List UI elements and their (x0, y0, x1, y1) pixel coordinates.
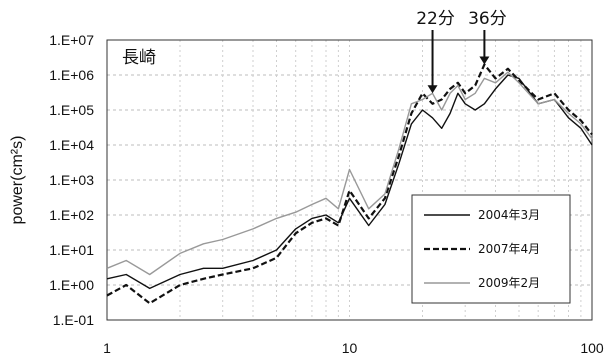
y-tick-label: 1.E+05 (49, 102, 94, 118)
chart-title: 長崎 (122, 48, 156, 68)
annotation-arrowhead (427, 85, 438, 94)
annotation-label: 36分 (468, 9, 507, 29)
series-layer (106, 63, 593, 305)
y-tick-label: 1.E+00 (49, 277, 94, 293)
annotations: 22分 36分 (416, 9, 507, 94)
y-tick-label: 1.E+03 (49, 172, 94, 188)
x-tick-label: 1 (103, 340, 111, 356)
y-tick-labels: 1.E-01 1.E+00 1.E+01 1.E+02 1.E+03 1.E+04 1.E+… (49, 32, 94, 328)
x-tick-label: 10 (342, 340, 358, 356)
y-tick-label: 1.E+06 (49, 67, 94, 83)
y-tick-label: 1.E+07 (49, 32, 94, 48)
y-axis-label: power(cm²s) (9, 136, 26, 225)
legend: 2004年3月 2007年4月 2009年2月 (411, 194, 571, 304)
x-tick-labels: 1 10 100 (103, 340, 604, 356)
legend-label: 2009年2月 (478, 276, 540, 290)
legend-label: 2007年4月 (478, 242, 540, 256)
y-tick-label: 1.E-01 (53, 312, 94, 328)
annotation-label: 22分 (416, 9, 455, 29)
series-line (106, 63, 593, 305)
series-line (106, 71, 593, 276)
annotation-arrowhead (479, 56, 490, 65)
x-tick-label: 100 (580, 340, 604, 356)
plot-frame (106, 39, 593, 321)
y-tick-label: 1.E+04 (49, 137, 94, 153)
y-tick-label: 1.E+02 (49, 207, 94, 223)
y-tick-label: 1.E+01 (49, 242, 94, 258)
legend-label: 2004年3月 (478, 208, 540, 222)
